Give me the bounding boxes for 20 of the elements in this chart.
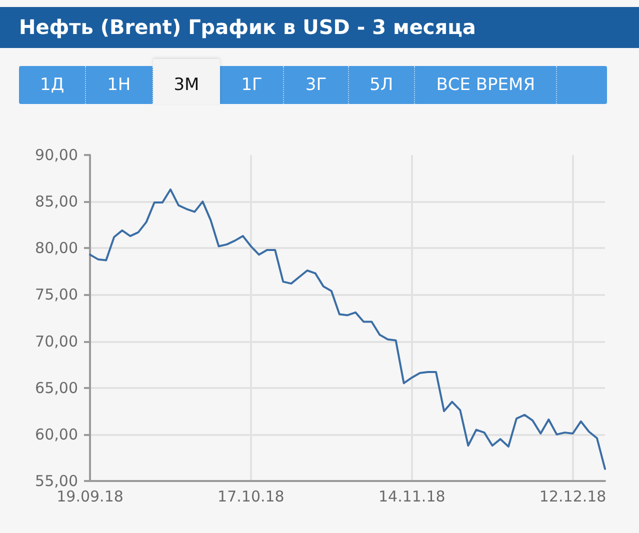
- tab-button: 1Г: [220, 66, 284, 104]
- tab-button: 1Д: [19, 66, 86, 104]
- line-series: [89, 188, 606, 470]
- x-tick-label: 14.11.18: [378, 488, 446, 506]
- y-tick-label: 85,00: [35, 192, 78, 211]
- x-tick-label: 19.09.18: [56, 488, 124, 506]
- y-tick-label: 90,00: [35, 146, 78, 164]
- y-tick-label: 65,00: [35, 378, 78, 397]
- tab-button: 5Л: [348, 66, 416, 104]
- y-tick-label: 55,00: [35, 472, 78, 490]
- chart-title: Нефть (Brent) График в USD - 3 месяца: [19, 14, 476, 41]
- y-tick-label: 60,00: [35, 425, 78, 444]
- x-tick-label: 17.10.18: [218, 488, 284, 506]
- y-tick-label: 70,00: [35, 332, 78, 350]
- y-tick-label: 80,00: [35, 239, 78, 258]
- tab-button: 3Г: [284, 66, 349, 104]
- tab-button: ВСЕ ВРЕМЯ: [415, 66, 557, 104]
- x-tick-label: 12.12.18: [539, 488, 606, 506]
- y-tick-label: 75,00: [35, 286, 78, 304]
- tab-button: 3М: [152, 59, 220, 104]
